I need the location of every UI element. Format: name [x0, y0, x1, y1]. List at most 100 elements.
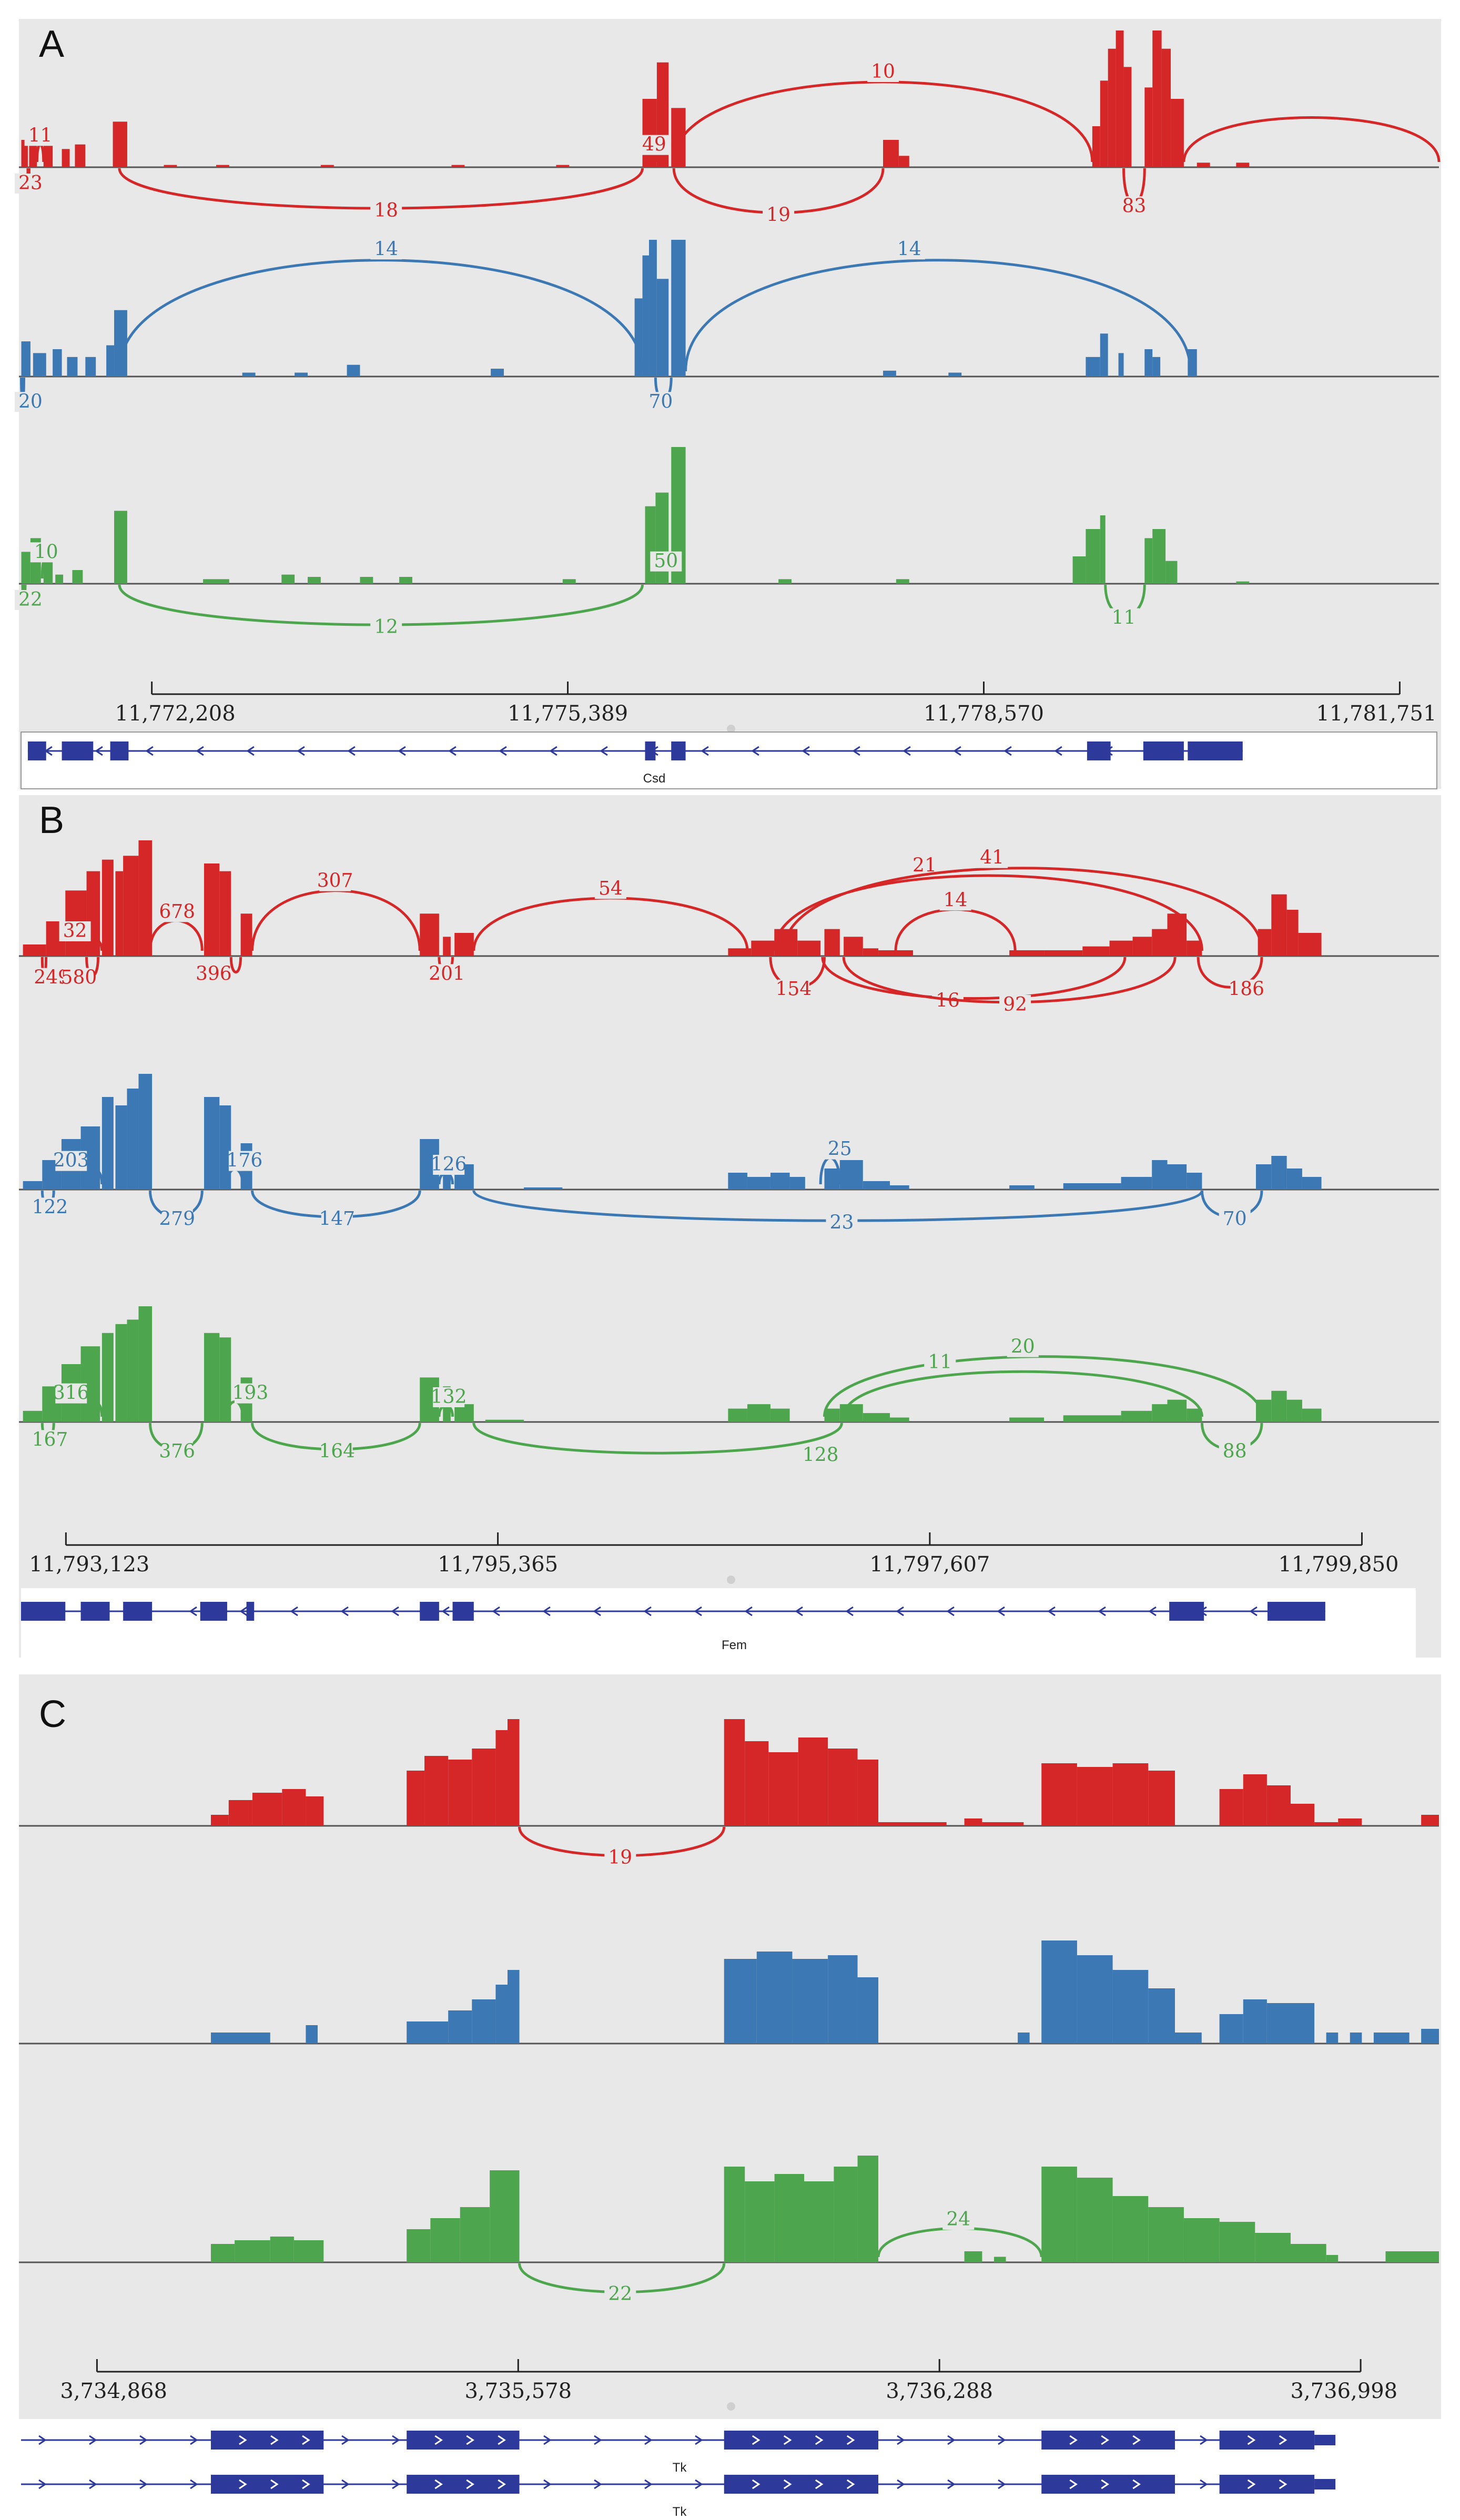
coverage-bar	[507, 1970, 520, 2044]
junction-label: 128	[803, 1445, 839, 1466]
coverage-bar	[1236, 162, 1250, 167]
coverage-bar	[724, 2167, 745, 2262]
coverage-bar	[1385, 2251, 1439, 2262]
coverage-bar	[320, 165, 334, 167]
exon-block	[452, 1602, 474, 1621]
junction-label: 23	[18, 172, 43, 194]
coverage-bar	[1326, 2255, 1339, 2262]
coverage-bar	[1144, 538, 1153, 584]
coverage-bar	[1109, 940, 1133, 956]
junction-label-bg	[63, 968, 95, 988]
coverage-bar	[1100, 515, 1106, 584]
coverage-bar	[204, 863, 220, 956]
coverage-bar	[1302, 1177, 1322, 1190]
coverage-bar	[1152, 1160, 1168, 1190]
exon-block	[1169, 1602, 1204, 1621]
coverage-bar	[1161, 48, 1171, 168]
strand-chevron	[643, 1606, 652, 1617]
junction-label: 25	[828, 1139, 852, 1160]
coverage-bar	[75, 144, 86, 167]
coverage-bar	[1197, 162, 1210, 167]
exon-block	[1267, 1602, 1325, 1621]
junction-arc	[85, 938, 104, 951]
junction-label: 20	[1011, 1336, 1035, 1358]
junction-label: 316	[53, 1383, 89, 1404]
coverage-bar	[863, 1413, 890, 1422]
coverage-bar	[883, 140, 899, 167]
exon-chevron	[1132, 2435, 1141, 2445]
exon-block	[407, 2475, 520, 2494]
coverage-bar	[1326, 2033, 1339, 2044]
exon-chevron	[846, 2435, 855, 2445]
coverage-bar	[1082, 946, 1110, 956]
coverage-bar	[1086, 357, 1100, 377]
junction-label-bg	[924, 1353, 956, 1373]
junction-label-bg	[433, 1387, 465, 1407]
coverage-bar	[235, 2240, 270, 2262]
coverage-bar	[407, 2021, 449, 2044]
coverage-bar	[844, 937, 863, 956]
coverage-bar	[863, 948, 879, 956]
exon-chevron	[1132, 2479, 1141, 2489]
coverage-bar	[1086, 529, 1100, 584]
junction-arc	[85, 1168, 104, 1185]
junction-label-bg	[161, 1209, 193, 1229]
panel-a-gene-label: Csd	[643, 771, 666, 786]
coverage-bar	[114, 511, 127, 584]
strand-chevron	[701, 746, 709, 756]
strand-chevron	[644, 2435, 653, 2445]
coverage-bar	[1041, 2167, 1077, 2262]
strand-chevron	[802, 746, 810, 756]
coverage-bar	[857, 1760, 879, 1826]
coverage-bar	[407, 2229, 431, 2262]
strand-chevron	[340, 1606, 349, 1617]
junction-label: 19	[608, 1847, 632, 1868]
coverage-bar	[347, 364, 360, 377]
junction-arc	[672, 80, 1094, 162]
coverage-bar	[127, 1319, 139, 1422]
coverage-bar	[360, 577, 373, 584]
coverage-bar	[1132, 937, 1152, 956]
coverage-bar	[53, 349, 62, 377]
coverage-bar	[1100, 80, 1108, 167]
fem-gene-model	[21, 1602, 1325, 1621]
x-axis-tick-label: 11,797,607	[869, 1552, 990, 1577]
exon-chevron	[1247, 2479, 1256, 2489]
coverage-bar	[123, 856, 139, 956]
exon-chevron	[815, 2435, 824, 2445]
x-axis-tick-label: 11,772,208	[115, 702, 236, 726]
panel-b-letter: B	[39, 799, 64, 841]
junction-label: 678	[159, 901, 195, 922]
coverage-bar	[964, 1818, 982, 1826]
coverage-bar	[824, 1168, 840, 1190]
exon-chevron	[1101, 2479, 1109, 2489]
exon-chevron	[783, 2435, 792, 2445]
x-axis-tick-label: 11,775,389	[508, 702, 628, 726]
strand-chevron	[593, 1606, 601, 1617]
strand-chevron	[594, 2479, 602, 2489]
junction-label: 126	[431, 1154, 467, 1175]
coverage-bar	[1236, 581, 1250, 584]
tk-transcript-1	[21, 2431, 1336, 2450]
coverage-bar	[964, 2251, 982, 2262]
strand-chevron	[744, 1606, 753, 1617]
junction-label: 22	[608, 2283, 632, 2305]
exon-chevron	[1069, 2479, 1078, 2489]
coverage-bar	[524, 1187, 563, 1190]
coverage-bar	[1286, 1399, 1302, 1422]
coverage-bar	[443, 937, 451, 956]
junction-label-bg	[55, 1383, 87, 1404]
coverage-bar	[454, 933, 474, 956]
exon-chevron	[239, 2479, 247, 2489]
strand-chevron	[543, 2435, 552, 2445]
strand-chevron	[998, 2479, 1006, 2489]
coverage-bar	[282, 1789, 306, 1826]
strand-chevron	[1054, 746, 1062, 756]
coverage-bar	[797, 940, 821, 956]
junction-label: 11	[928, 1352, 952, 1373]
strand-chevron	[549, 746, 557, 756]
junction-label-bg	[234, 1383, 266, 1404]
coverage-bar	[1041, 1763, 1077, 1826]
strand-chevron	[297, 746, 305, 756]
